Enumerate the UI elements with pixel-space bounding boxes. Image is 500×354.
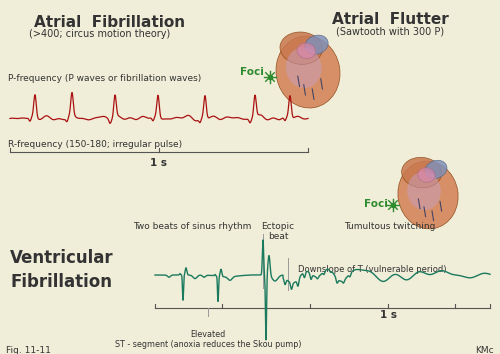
- Text: (>400; circus motion theory): (>400; circus motion theory): [30, 29, 170, 39]
- Text: Foci: Foci: [240, 67, 264, 77]
- Text: P-frequency (P waves or fibrillation waves): P-frequency (P waves or fibrillation wav…: [8, 74, 201, 83]
- Text: R-frequency (150-180; irregular pulse): R-frequency (150-180; irregular pulse): [8, 140, 182, 149]
- Ellipse shape: [398, 161, 458, 229]
- Text: 1 s: 1 s: [150, 158, 166, 168]
- Ellipse shape: [297, 43, 316, 58]
- Text: Two beats of sinus rhythm: Two beats of sinus rhythm: [133, 222, 251, 231]
- Text: Foci: Foci: [364, 199, 388, 209]
- Text: Tumultous twitching: Tumultous twitching: [344, 222, 436, 231]
- Text: Atrial  Fibrillation: Atrial Fibrillation: [34, 15, 186, 30]
- Ellipse shape: [286, 47, 322, 88]
- Text: Atrial  Flutter: Atrial Flutter: [332, 12, 448, 27]
- Text: Fig. 11-11: Fig. 11-11: [6, 346, 51, 354]
- Text: 1 s: 1 s: [380, 310, 396, 320]
- Ellipse shape: [407, 172, 441, 210]
- Text: Elevated
ST - segment (anoxia reduces the Skou pump): Elevated ST - segment (anoxia reduces th…: [115, 330, 301, 349]
- Ellipse shape: [418, 168, 435, 182]
- Text: KMc: KMc: [476, 346, 494, 354]
- Text: Downslope of T (vulnerable period): Downslope of T (vulnerable period): [298, 265, 446, 274]
- Text: Ventricular
Fibrillation: Ventricular Fibrillation: [10, 249, 114, 291]
- Ellipse shape: [425, 160, 447, 178]
- Ellipse shape: [276, 36, 340, 108]
- Ellipse shape: [305, 35, 328, 55]
- Text: Ectopic
beat: Ectopic beat: [262, 222, 294, 241]
- Ellipse shape: [402, 158, 442, 188]
- Text: (Sawtooth with 300 P): (Sawtooth with 300 P): [336, 26, 444, 36]
- Ellipse shape: [280, 32, 322, 64]
